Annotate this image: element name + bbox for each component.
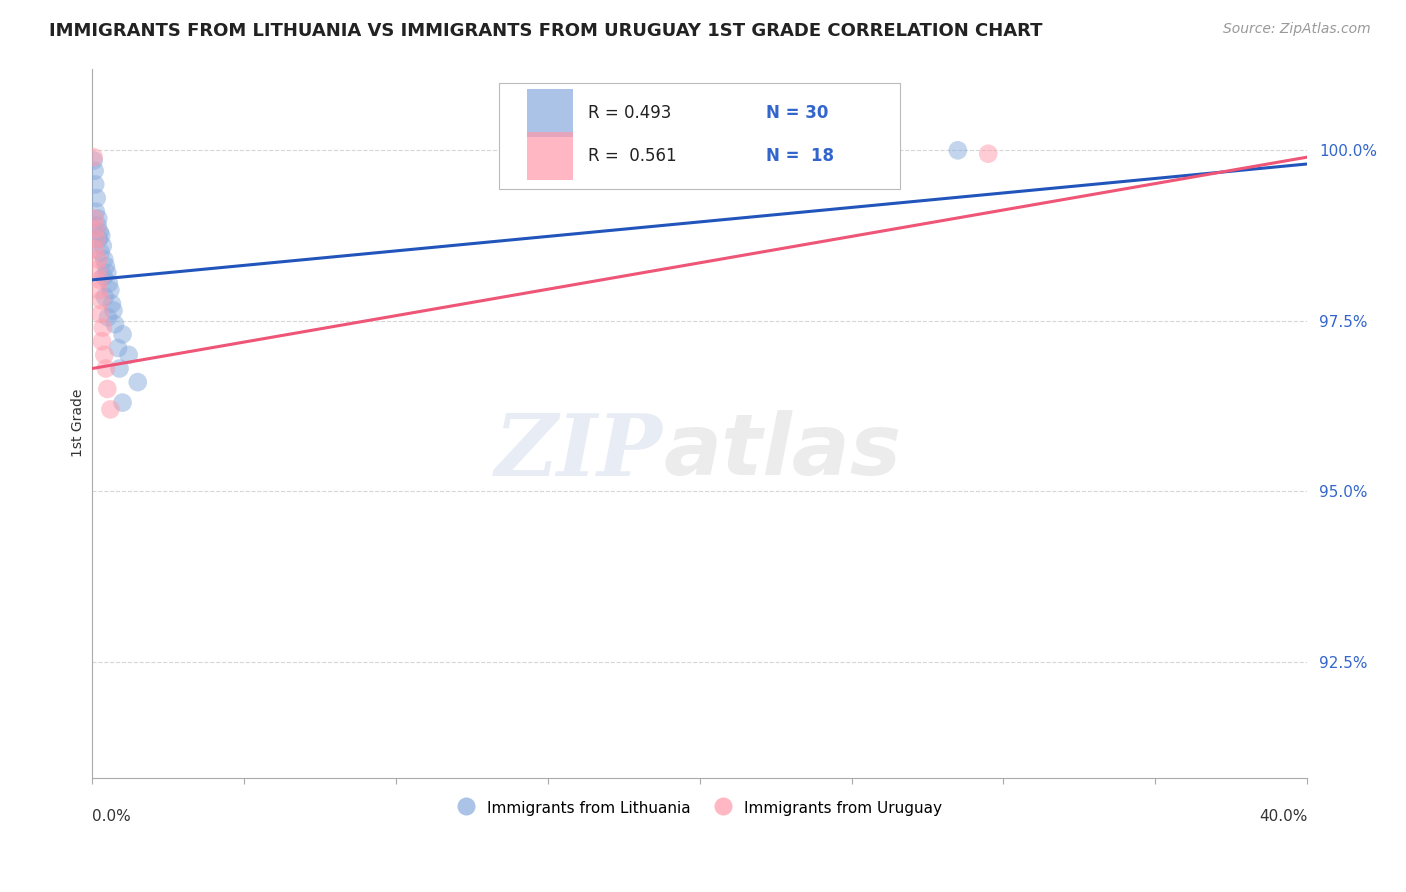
Point — [946, 144, 969, 158]
Point — [97, 277, 120, 291]
Point — [90, 307, 112, 321]
Point — [977, 146, 1000, 161]
Point — [83, 153, 105, 168]
Point — [117, 348, 139, 362]
Point — [89, 273, 111, 287]
Point — [84, 221, 107, 235]
Text: atlas: atlas — [664, 410, 901, 493]
Point — [91, 320, 114, 334]
Point — [127, 375, 149, 389]
Point — [96, 266, 118, 280]
Point — [104, 317, 127, 331]
Point — [90, 245, 112, 260]
Text: IMMIGRANTS FROM LITHUANIA VS IMMIGRANTS FROM URUGUAY 1ST GRADE CORRELATION CHART: IMMIGRANTS FROM LITHUANIA VS IMMIGRANTS … — [49, 22, 1043, 40]
Point — [100, 402, 122, 417]
Point — [84, 178, 107, 192]
Text: R = 0.493: R = 0.493 — [588, 104, 671, 122]
Point — [87, 252, 110, 267]
Point — [94, 361, 117, 376]
Point — [97, 310, 120, 325]
Point — [90, 228, 112, 243]
Point — [86, 262, 108, 277]
Point — [94, 290, 117, 304]
Point — [103, 303, 125, 318]
Point — [101, 297, 124, 311]
Point — [83, 150, 105, 164]
Point — [91, 239, 114, 253]
Point — [83, 163, 105, 178]
Point — [84, 242, 107, 256]
Point — [90, 293, 112, 308]
FancyBboxPatch shape — [527, 89, 574, 137]
Point — [87, 283, 110, 297]
Text: R =  0.561: R = 0.561 — [588, 146, 676, 165]
Point — [87, 211, 110, 226]
Point — [94, 259, 117, 273]
Text: 40.0%: 40.0% — [1258, 809, 1308, 824]
Point — [111, 395, 134, 409]
Point — [90, 334, 112, 349]
Point — [100, 283, 122, 297]
Point — [86, 232, 108, 246]
Point — [93, 252, 115, 267]
Point — [107, 341, 129, 355]
Point — [93, 348, 115, 362]
Text: N = 30: N = 30 — [766, 104, 830, 122]
Legend: Immigrants from Lithuania, Immigrants from Uruguay: Immigrants from Lithuania, Immigrants fr… — [451, 792, 949, 823]
Point — [89, 225, 111, 239]
Point — [83, 211, 105, 226]
Point — [108, 361, 131, 376]
Point — [84, 204, 107, 219]
Text: 0.0%: 0.0% — [93, 809, 131, 824]
Text: Source: ZipAtlas.com: Source: ZipAtlas.com — [1223, 22, 1371, 37]
Point — [86, 191, 108, 205]
Point — [93, 269, 115, 284]
FancyBboxPatch shape — [527, 132, 574, 180]
Point — [86, 219, 108, 233]
Point — [87, 232, 110, 246]
Text: ZIP: ZIP — [495, 409, 664, 493]
Point — [96, 382, 118, 396]
FancyBboxPatch shape — [499, 83, 900, 189]
Text: N =  18: N = 18 — [766, 146, 835, 165]
Point — [111, 327, 134, 342]
Y-axis label: 1st Grade: 1st Grade — [72, 389, 86, 458]
